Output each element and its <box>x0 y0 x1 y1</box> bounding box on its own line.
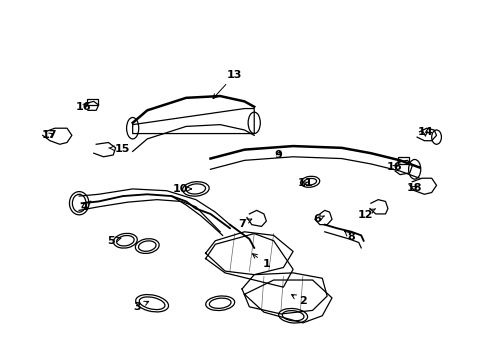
Text: 8: 8 <box>344 231 355 242</box>
Text: 4: 4 <box>80 201 91 212</box>
Text: 17: 17 <box>41 130 57 140</box>
Text: 14: 14 <box>417 127 432 137</box>
Text: 6: 6 <box>313 214 324 224</box>
Text: 16: 16 <box>75 102 91 112</box>
Bar <box>397 157 408 164</box>
Text: 11: 11 <box>297 178 312 188</box>
Text: 7: 7 <box>238 219 251 229</box>
Text: 5: 5 <box>107 236 121 246</box>
Text: 9: 9 <box>274 150 282 160</box>
Text: 1: 1 <box>252 254 270 269</box>
Text: 3: 3 <box>133 301 148 312</box>
Text: 13: 13 <box>213 69 242 99</box>
Text: 2: 2 <box>291 294 306 306</box>
Text: 15: 15 <box>108 144 129 154</box>
Text: 10: 10 <box>172 184 191 194</box>
Text: 18: 18 <box>406 183 422 193</box>
Text: 16: 16 <box>386 162 401 172</box>
Bar <box>87 99 98 105</box>
Text: 12: 12 <box>357 209 375 220</box>
